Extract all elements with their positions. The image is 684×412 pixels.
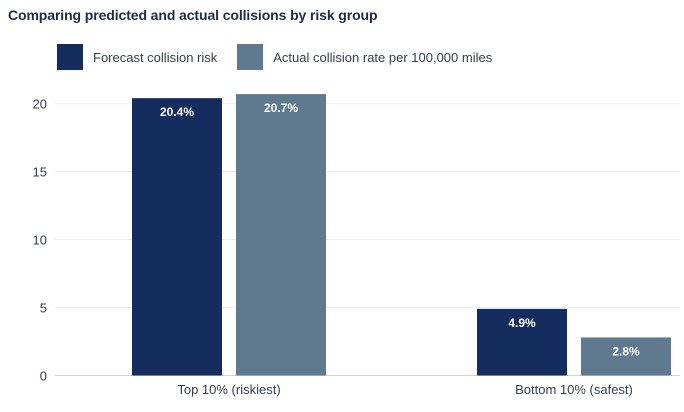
legend-label-actual: Actual collision rate per 100,000 miles: [273, 49, 493, 65]
legend: Forecast collision risk Actual collision…: [57, 44, 512, 70]
bars: [132, 94, 671, 376]
bar-0-1: [236, 94, 326, 376]
bar-value-label: 2.8%: [612, 344, 640, 358]
bar-value-label: 20.4%: [160, 105, 194, 119]
y-tick-label: 20: [33, 97, 47, 112]
chart-title: Comparing predicted and actual collision…: [8, 7, 378, 23]
legend-label-forecast: Forecast collision risk: [93, 49, 218, 65]
legend-swatch-forecast: [57, 44, 83, 70]
legend-item-forecast: Forecast collision risk: [57, 44, 217, 70]
bar-value-label: 4.9%: [508, 316, 536, 330]
y-tick-label: 10: [33, 233, 47, 248]
bar-1-1: [581, 337, 671, 376]
y-axis: 0 5 10 15 20: [33, 97, 47, 384]
legend-swatch-actual: [237, 44, 264, 70]
y-tick-label: 15: [33, 165, 47, 180]
y-tick-label: 0: [40, 369, 47, 384]
x-tick-label: Bottom 10% (safest): [515, 382, 633, 397]
y-tick-label: 5: [40, 301, 47, 316]
bar-0-0: [132, 98, 222, 376]
bar-labels: 20.4% 20.7% 4.9% 2.8%: [160, 101, 640, 358]
bar-value-label: 20.7%: [264, 101, 298, 115]
x-tick-label: Top 10% (riskiest): [177, 382, 280, 397]
bar-1-0: [477, 308, 567, 376]
x-axis: Top 10% (riskiest) Bottom 10% (safest): [177, 382, 633, 397]
legend-item-actual: Actual collision rate per 100,000 miles: [237, 44, 492, 70]
